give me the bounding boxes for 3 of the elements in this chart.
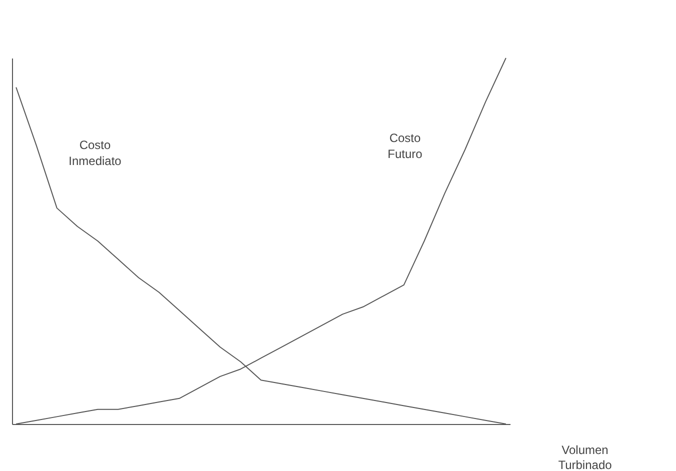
text: Costo Futuro [388,131,423,161]
series-label: Costo Inmediato [68,138,122,168]
x-axis-title: Volumen Turbinado [558,443,612,471]
